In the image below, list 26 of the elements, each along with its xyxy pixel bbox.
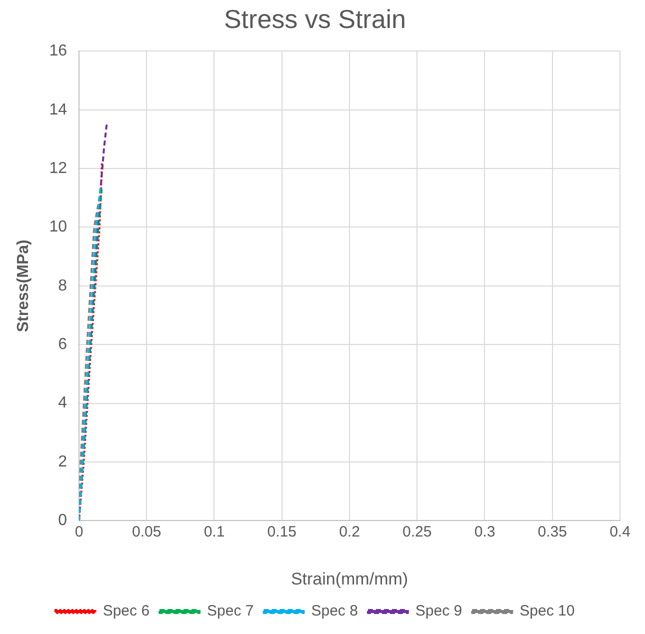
y-tick-label: 2	[58, 453, 68, 470]
legend-label: Spec 7	[207, 602, 254, 620]
legend-label: Spec 9	[415, 602, 462, 620]
x-tick-label: 0.1	[204, 524, 225, 541]
legend-label: Spec 10	[520, 602, 575, 620]
y-tick-label: 14	[49, 101, 68, 118]
y-axis-title: Stress(MPa)	[15, 240, 32, 332]
y-tick-label: 8	[58, 277, 68, 294]
y-tick-label: 16	[49, 42, 68, 60]
x-tick-label: 0	[74, 524, 84, 541]
x-tick-label: 0.35	[538, 524, 567, 541]
x-tick-label: 0.4	[610, 524, 630, 541]
y-tick-label: 10	[49, 218, 68, 236]
y-tick-label: 6	[58, 336, 68, 353]
x-tick-label: 0.15	[267, 524, 296, 541]
x-tick-label: 0.3	[474, 524, 496, 541]
x-tick-label: 0.2	[339, 524, 360, 541]
y-tick-label: 4	[58, 394, 68, 412]
legend-label: Spec 6	[102, 602, 150, 620]
x-axis-title: Strain(mm/mm)	[290, 569, 408, 588]
legend-label: Spec 8	[311, 602, 358, 620]
y-tick-label: 12	[49, 160, 68, 177]
y-tick-label: 0	[58, 512, 68, 530]
x-tick-label: 0.05	[132, 524, 162, 541]
chart-title: Stress vs Strain	[224, 4, 406, 34]
x-tick-label: 0.25	[402, 524, 432, 541]
